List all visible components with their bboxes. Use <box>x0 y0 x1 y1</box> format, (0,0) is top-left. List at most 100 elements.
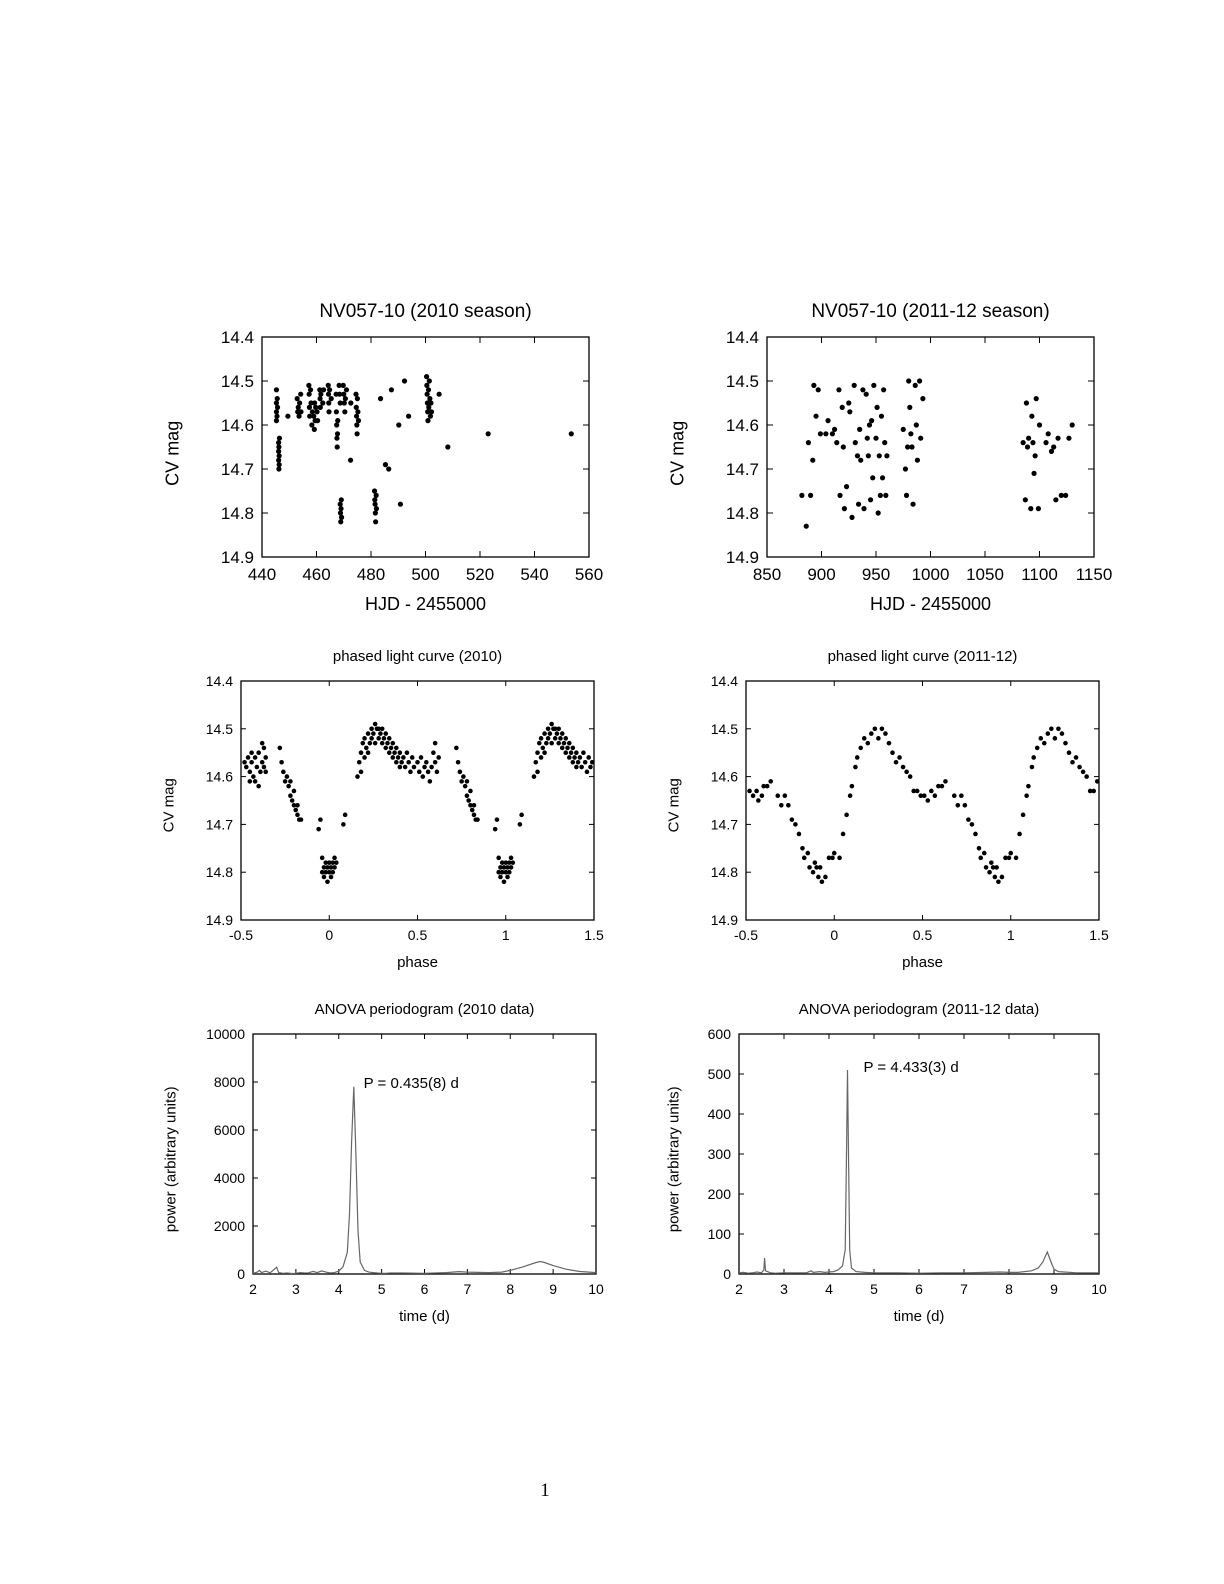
data-point <box>568 431 574 437</box>
data-point <box>385 740 390 746</box>
data-point <box>249 750 254 755</box>
data-point <box>338 506 344 512</box>
data-point <box>386 736 392 741</box>
data-point <box>1069 422 1075 428</box>
data-point <box>276 440 282 446</box>
data-point <box>955 802 961 808</box>
data-point <box>1066 435 1072 441</box>
data-point <box>462 783 468 789</box>
data-point <box>425 409 431 415</box>
data-point <box>347 457 354 463</box>
data-point <box>1043 440 1049 446</box>
data-point <box>505 865 510 870</box>
data-point <box>531 774 537 779</box>
data-point <box>338 497 344 503</box>
data-point <box>807 865 812 870</box>
data-point <box>831 850 837 856</box>
data-point <box>464 793 470 799</box>
data-point <box>341 400 347 406</box>
data-point <box>378 731 383 736</box>
data-point <box>865 453 871 459</box>
data-point <box>316 826 321 832</box>
data-point <box>386 750 392 755</box>
x-tick-label: 850 <box>753 565 781 584</box>
data-point <box>874 404 880 410</box>
data-point <box>1052 736 1058 741</box>
data-point <box>328 865 334 870</box>
data-point <box>987 869 992 875</box>
data-point <box>337 400 343 406</box>
data-point <box>1032 453 1038 459</box>
data-point <box>810 457 816 463</box>
data-point <box>589 759 595 765</box>
data-point <box>1023 400 1030 406</box>
x-tick-label: 950 <box>862 565 890 584</box>
data-point <box>388 745 394 751</box>
chart-title: phased light curve (2011-12) <box>828 648 1018 665</box>
data-point <box>245 755 251 760</box>
data-point <box>425 769 431 775</box>
data-point <box>276 444 282 450</box>
data-point <box>572 755 577 760</box>
x-axis-label: time (d) <box>399 1308 450 1325</box>
data-point <box>506 860 512 865</box>
chart-anova2010: ANOVA periodogram (2010 data)2 3 4 5 6 7 8 9 100… <box>162 1001 604 1325</box>
data-point <box>1091 788 1097 794</box>
data-point <box>293 807 299 813</box>
data-point <box>354 431 360 437</box>
data-point <box>893 759 899 765</box>
data-point <box>855 501 862 507</box>
data-point <box>867 497 874 503</box>
data-point <box>499 860 505 865</box>
x-tick-label: 6 <box>421 1281 429 1297</box>
data-point <box>886 740 892 746</box>
data-point <box>508 865 514 870</box>
data-point <box>1063 740 1068 746</box>
y-tick-label: 600 <box>708 1026 732 1042</box>
data-point <box>392 750 397 755</box>
data-point <box>372 740 378 746</box>
data-point <box>426 404 432 410</box>
y-tick-label: 200 <box>708 1186 732 1202</box>
data-point <box>879 726 885 732</box>
y-tick-label: 6000 <box>214 1122 245 1138</box>
data-point <box>1094 779 1100 784</box>
data-point <box>857 426 863 432</box>
x-tick-label: 8 <box>1005 1281 1013 1297</box>
data-point <box>334 860 339 865</box>
data-point <box>890 750 895 755</box>
data-point <box>306 391 312 397</box>
y-tick-label: 14.5 <box>221 372 254 391</box>
data-point <box>382 462 389 468</box>
data-point <box>761 783 766 789</box>
data-point <box>338 514 345 521</box>
y-tick-label: 14.4 <box>206 673 233 689</box>
x-tick-label: 460 <box>302 565 330 584</box>
y-axis-label: CV mag <box>665 778 682 832</box>
data-point <box>536 740 542 746</box>
y-tick-label: 14.7 <box>711 816 738 832</box>
data-point <box>335 418 341 424</box>
data-point <box>538 755 544 760</box>
x-tick-label: 900 <box>807 565 835 584</box>
x-tick-label: 500 <box>411 565 439 584</box>
data-point <box>932 793 938 799</box>
data-point <box>575 759 581 765</box>
data-point <box>354 422 360 428</box>
data-point <box>883 731 888 736</box>
data-point <box>996 879 1001 885</box>
data-point <box>498 865 503 870</box>
y-tick-label: 0 <box>723 1266 731 1282</box>
x-tick-label: 0.5 <box>913 927 933 943</box>
y-tick-label: 8000 <box>214 1074 245 1090</box>
chart-lc2011: NV057-10 (2011-12 season) 850 900 950 1000 10… <box>667 301 1112 614</box>
data-point <box>296 413 302 419</box>
data-point <box>404 750 410 755</box>
data-point <box>424 391 430 397</box>
data-point <box>276 435 283 441</box>
data-point <box>768 779 774 784</box>
chart-title: NV057-10 (2011-12 season) <box>811 301 1049 322</box>
data-point <box>782 793 788 799</box>
data-point <box>841 506 847 512</box>
data-point <box>362 736 367 741</box>
